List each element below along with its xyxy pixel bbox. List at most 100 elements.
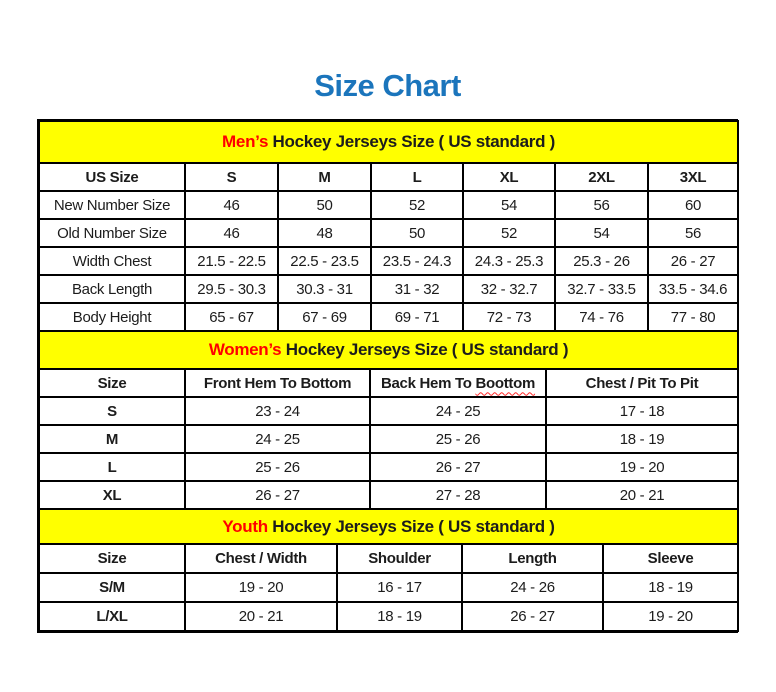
table-cell: 24 - 25 (184, 424, 371, 454)
table-cell: 20 - 21 (184, 601, 338, 632)
row-label-cell: Body Height (38, 302, 186, 332)
table-cell: 67 - 69 (277, 302, 372, 332)
table-cell: 24 - 26 (461, 572, 604, 603)
table-cell: 27 - 28 (369, 480, 547, 510)
women-row-m: M 24 - 25 25 - 26 18 - 19 (38, 424, 739, 454)
women-row-l: L 25 - 26 26 - 27 19 - 20 (38, 452, 739, 482)
table-cell: 33.5 - 34.6 (647, 274, 739, 304)
men-header-3xl: 3XL (647, 162, 739, 192)
table-cell: 19 - 20 (184, 572, 338, 603)
table-cell: 26 - 27 (184, 480, 371, 510)
men-header-2xl: 2XL (554, 162, 649, 192)
table-cell: 17 - 18 (545, 396, 739, 426)
youth-header-shoulder: Shoulder (336, 543, 463, 574)
table-cell: 46 (184, 218, 279, 248)
youth-header-row: Size Chest / Width Shoulder Length Sleev… (38, 543, 740, 574)
youth-band-title-text: Hockey Jerseys Size ( US standard ) (267, 516, 555, 536)
men-section-table: Men’s Hockey Jerseys Size ( US standard … (38, 120, 739, 332)
men-section-header-band: Men’s Hockey Jerseys Size ( US standard … (38, 120, 739, 164)
youth-row-lxl: L/XL 20 - 21 18 - 19 26 - 27 19 - 20 (38, 601, 740, 632)
back-hem-prefix: Back Hem To (380, 374, 476, 392)
table-cell: 32.7 - 33.5 (554, 274, 649, 304)
men-band-cell: Men’s Hockey Jerseys Size ( US standard … (38, 120, 739, 164)
youth-row-sm: S/M 19 - 20 16 - 17 24 - 26 18 - 19 (38, 572, 740, 603)
youth-header-sleeve: Sleeve (601, 543, 740, 574)
table-cell: 26 - 27 (461, 601, 604, 632)
row-label-cell: Old Number Size (38, 218, 186, 248)
women-band-highlight: Women’s (208, 340, 282, 359)
men-band-title-text: Hockey Jerseys Size ( US standard ) (268, 132, 556, 151)
page-title: Size Chart (314, 68, 461, 103)
youth-section-table: Youth Hockey Jerseys Size ( US standard … (37, 508, 740, 632)
table-cell: 16 - 17 (336, 572, 463, 603)
table-cell: 25.3 - 26 (554, 246, 649, 276)
row-label-cell: XL (38, 480, 186, 510)
women-row-s: S 23 - 24 24 - 25 17 - 18 (38, 396, 739, 426)
table-cell: 60 (647, 190, 739, 220)
youth-header-length: Length (461, 543, 604, 574)
row-label-cell: Width Chest (38, 246, 186, 276)
women-section-table: Women’s Hockey Jerseys Size ( US standar… (38, 330, 739, 510)
table-cell: 22.5 - 23.5 (277, 246, 372, 276)
men-row-width-chest: Width Chest 21.5 - 22.5 22.5 - 23.5 23.5… (38, 246, 739, 276)
table-cell: 65 - 67 (184, 302, 279, 332)
back-hem-misspelled-word: Boottom (475, 374, 536, 392)
table-cell: 48 (277, 218, 372, 248)
table-cell: 24 - 25 (369, 396, 547, 426)
table-cell: 23.5 - 24.3 (370, 246, 464, 276)
youth-header-chest-width: Chest / Width (184, 543, 338, 574)
table-cell: 69 - 71 (370, 302, 464, 332)
row-label-cell: L (38, 452, 186, 482)
table-cell: 29.5 - 30.3 (184, 274, 279, 304)
men-header-l: L (370, 162, 464, 192)
table-cell: 56 (554, 190, 649, 220)
table-cell: 72 - 73 (462, 302, 556, 332)
youth-section-header-band: Youth Hockey Jerseys Size ( US standard … (37, 508, 740, 545)
women-header-row: Size Front Hem To Bottom Back Hem To Boo… (38, 368, 739, 398)
table-cell: 24.3 - 25.3 (462, 246, 556, 276)
row-label-cell: Back Length (38, 274, 186, 304)
women-band-cell: Women’s Hockey Jerseys Size ( US standar… (38, 330, 739, 370)
men-row-new-number-size: New Number Size 46 50 52 54 56 60 (38, 190, 739, 220)
size-chart-table: Men’s Hockey Jerseys Size ( US standard … (37, 119, 740, 633)
row-label-cell: New Number Size (38, 190, 186, 220)
table-cell: 19 - 20 (545, 452, 739, 482)
table-cell: 31 - 32 (370, 274, 464, 304)
table-cell: 30.3 - 31 (277, 274, 372, 304)
men-header-row: US Size S M L XL 2XL 3XL (38, 162, 739, 192)
men-header-s: S (184, 162, 279, 192)
men-row-old-number-size: Old Number Size 46 48 50 52 54 56 (38, 218, 739, 248)
youth-band-cell: Youth Hockey Jerseys Size ( US standard … (37, 508, 740, 545)
table-cell: 19 - 20 (601, 601, 740, 632)
men-row-body-height: Body Height 65 - 67 67 - 69 69 - 71 72 -… (38, 302, 739, 332)
table-cell: 25 - 26 (369, 424, 547, 454)
women-row-xl: XL 26 - 27 27 - 28 20 - 21 (38, 480, 739, 510)
table-cell: 25 - 26 (184, 452, 371, 482)
women-band-title-text: Hockey Jerseys Size ( US standard ) (281, 340, 569, 359)
men-header-us-size: US Size (38, 162, 186, 192)
table-cell: 23 - 24 (184, 396, 371, 426)
women-header-back-hem: Back Hem To Boottom (369, 368, 547, 398)
men-header-xl: XL (462, 162, 556, 192)
row-label-cell: M (38, 424, 186, 454)
women-header-front-hem: Front Hem To Bottom (184, 368, 371, 398)
table-cell: 54 (554, 218, 649, 248)
table-cell: 46 (184, 190, 279, 220)
women-section-header-band: Women’s Hockey Jerseys Size ( US standar… (38, 330, 739, 370)
table-cell: 50 (277, 190, 372, 220)
table-cell: 50 (370, 218, 464, 248)
table-cell: 32 - 32.7 (462, 274, 556, 304)
table-cell: 18 - 19 (601, 572, 740, 603)
row-label-cell: L/XL (38, 601, 186, 632)
women-header-size: Size (38, 368, 186, 398)
women-header-chest: Chest / Pit To Pit (545, 368, 739, 398)
row-label-cell: S/M (38, 572, 186, 603)
men-header-m: M (277, 162, 372, 192)
row-label-cell: S (38, 396, 186, 426)
table-cell: 77 - 80 (647, 302, 739, 332)
table-cell: 26 - 27 (647, 246, 739, 276)
table-cell: 26 - 27 (369, 452, 547, 482)
table-cell: 21.5 - 22.5 (184, 246, 279, 276)
men-band-highlight: Men’s (222, 132, 269, 151)
